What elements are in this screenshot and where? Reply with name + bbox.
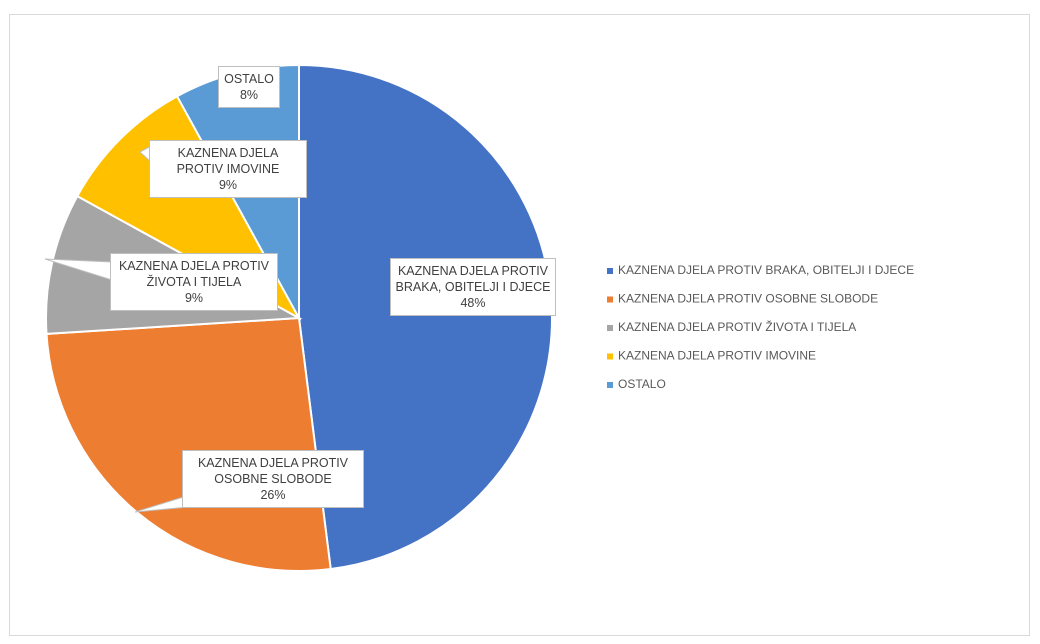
data-label-value: 9% (184, 291, 204, 305)
data-label: KAZNENA DJELA PROTIV OSOBNE SLOBODE 26% (182, 450, 364, 508)
data-label-category: KAZNENA DJELA PROTIV OSOBNE SLOBODE (197, 456, 349, 486)
legend-swatch (607, 353, 613, 360)
data-label-category: KAZNENA DJELA PROTIV BRAKA, OBITELJI I D… (395, 264, 551, 294)
data-label-category: OSTALO (224, 72, 274, 86)
data-label-value: 26% (260, 488, 286, 502)
legend-swatch (607, 296, 613, 303)
data-label: OSTALO 8% (218, 66, 280, 108)
legend-swatch (607, 382, 613, 388)
legend-swatch (607, 325, 613, 331)
data-label-value: 8% (239, 88, 259, 102)
data-label: KAZNENA DJELA PROTIV IMOVINE 9% (149, 140, 307, 198)
data-label-category: KAZNENA DJELA PROTIV ŽIVOTA I TIJELA (118, 259, 270, 289)
data-label: KAZNENA DJELA PROTIV ŽIVOTA I TIJELA 9% (110, 253, 278, 311)
data-label-value: 48% (460, 296, 486, 310)
data-label: KAZNENA DJELA PROTIV BRAKA, OBITELJI I D… (390, 258, 556, 316)
legend-label: KAZNENA DJELA PROTIV BRAKA, OBITELJI I D… (618, 263, 914, 277)
legend-swatch (607, 268, 613, 274)
legend-label: KAZNENA DJELA PROTIV ŽIVOTA I TIJELA (618, 319, 856, 334)
data-label-value: 9% (218, 178, 238, 192)
data-label-category: KAZNENA DJELA PROTIV IMOVINE (176, 146, 280, 176)
legend-label: KAZNENA DJELA PROTIV OSOBNE SLOBODE (618, 292, 878, 306)
legend-label: KAZNENA DJELA PROTIV IMOVINE (618, 349, 816, 363)
legend-label: OSTALO (618, 377, 666, 391)
